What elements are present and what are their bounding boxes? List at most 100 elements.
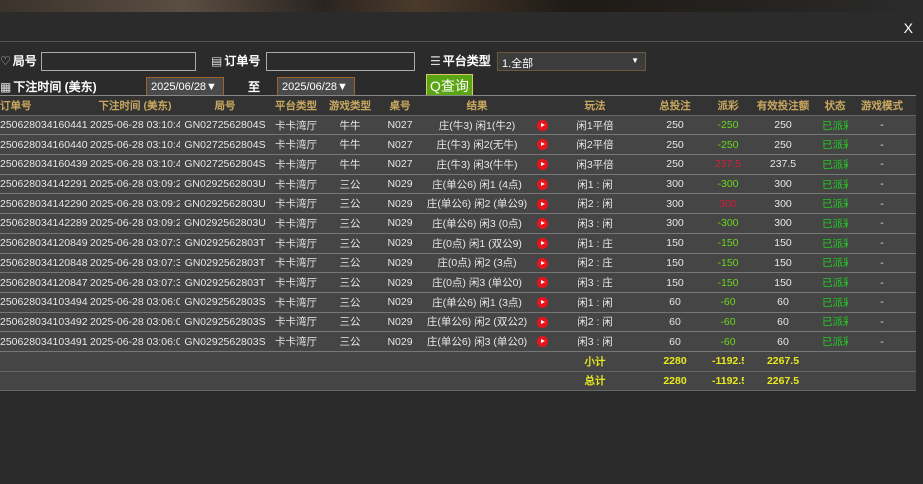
order-input[interactable]: [266, 52, 415, 71]
video-cell: [532, 296, 552, 308]
cell-bet-type: 闲1 : 闲: [577, 296, 613, 309]
cell-status: 已派彩: [822, 178, 848, 191]
cell-round-no: GN0272562804S: [184, 119, 266, 132]
cell-payout: -300: [717, 217, 739, 230]
cell-order-no: 250628034103491: [0, 335, 88, 348]
cell-result: 庄(0点) 闲1 (双公9): [432, 237, 522, 250]
platform-select[interactable]: 1.全部 ▼: [497, 52, 646, 71]
cell-game-type: 三公: [339, 296, 361, 309]
cell-round-no: GN0292562803S: [184, 335, 266, 348]
cell-result: 庄(单公6) 闲3 (单公0): [426, 336, 528, 349]
video-cell: [532, 198, 552, 210]
play-video-icon[interactable]: [536, 316, 548, 328]
cell-bet-type: 闲1平倍: [576, 119, 614, 132]
cell-table-no: N027: [387, 119, 413, 132]
cell-bet-time: 2025-06-28 03:07:32: [90, 237, 180, 250]
cell-table-no: N029: [387, 237, 413, 250]
play-video-icon[interactable]: [536, 139, 548, 151]
dialog-titlebar: X: [0, 12, 923, 42]
cell-platform-type: 卡卡湾厅: [275, 158, 317, 171]
cell-status: 已派彩: [822, 119, 848, 132]
video-cell: [532, 237, 552, 249]
cell-game-mode: -: [880, 276, 884, 289]
cell-total-bet: 60: [669, 296, 681, 309]
total-payout: -1192.5: [712, 374, 744, 387]
header-valid-bet: 有效投注额: [756, 99, 810, 112]
cell-game-type: 三公: [339, 277, 361, 290]
cell-total-bet: 60: [669, 335, 681, 348]
round-label-text: 局号: [12, 54, 37, 68]
cell-game-type: 三公: [339, 217, 361, 230]
subtotal-total-bet: 2280: [663, 355, 687, 368]
header-table-no: 桌号: [389, 99, 411, 112]
cell-payout: -150: [717, 237, 739, 250]
cell-status: 已派彩: [822, 336, 848, 349]
cell-game-type: 三公: [339, 237, 361, 250]
cell-result: 庄(0点) 闲2 (3点): [437, 257, 517, 270]
cell-game-mode: -: [880, 217, 884, 230]
cell-table-no: N029: [387, 197, 413, 210]
cell-payout: -300: [717, 178, 739, 191]
cell-total-bet: 250: [666, 158, 684, 171]
subtotal-label: 小计: [584, 355, 606, 368]
video-cell: [532, 178, 552, 190]
video-cell: [532, 217, 552, 230]
cell-table-no: N027: [387, 138, 413, 151]
header-payout: 派彩: [717, 99, 739, 112]
video-cell: [532, 158, 552, 171]
table-row: 250628034142291 2025-06-28 03:09:25 GN0292…: [0, 174, 916, 195]
cell-game-mode: -: [880, 256, 884, 269]
cell-order-no: 250628034120849: [0, 237, 88, 250]
cell-total-bet: 300: [666, 178, 684, 191]
cell-bet-type: 闲3平倍: [576, 158, 614, 171]
play-video-icon[interactable]: [536, 277, 548, 289]
cell-platform-type: 卡卡湾厅: [275, 257, 317, 270]
play-video-icon[interactable]: [536, 257, 548, 269]
date-from-select[interactable]: 2025/06/28▼: [146, 77, 224, 97]
cell-bet-time: 2025-06-28 03:10:48: [90, 119, 180, 132]
cell-order-no: 250628034160439: [0, 158, 88, 171]
play-video-icon[interactable]: [536, 237, 548, 249]
cell-platform-type: 卡卡湾厅: [275, 237, 317, 250]
cell-bet-type: 闲2 : 闲: [577, 316, 613, 329]
cell-valid-bet: 300: [774, 217, 792, 230]
cell-result: 庄(单公6) 闲1 (3点): [432, 296, 522, 309]
play-video-icon[interactable]: [536, 178, 548, 190]
date-to-select[interactable]: 2025/06/28▼: [277, 77, 355, 97]
play-video-icon[interactable]: [536, 198, 548, 210]
cell-valid-bet: 60: [777, 315, 789, 328]
play-video-icon[interactable]: [536, 159, 548, 171]
cell-bet-time: 2025-06-28 03:07:32: [90, 256, 180, 269]
list-icon: ☰: [430, 53, 441, 68]
cell-total-bet: 150: [666, 237, 684, 250]
table-row: 250628034160440 2025-06-28 03:10:48 GN0272…: [0, 135, 916, 156]
cell-round-no: GN0272562804S: [184, 138, 266, 151]
play-video-icon[interactable]: [536, 218, 548, 230]
play-video-icon[interactable]: [536, 119, 548, 131]
header-total-bet: 总投注: [659, 99, 691, 112]
cell-game-mode: -: [880, 237, 884, 250]
to-label: 至: [248, 80, 261, 94]
cell-game-mode: -: [880, 119, 884, 132]
cell-game-mode: -: [880, 138, 884, 151]
play-video-icon[interactable]: [536, 336, 548, 348]
cell-order-no: 250628034160440: [0, 138, 88, 151]
cell-total-bet: 150: [666, 256, 684, 269]
cell-table-no: N027: [387, 158, 413, 171]
cell-valid-bet: 250: [774, 119, 792, 132]
cell-bet-time: 2025-06-28 03:09:25: [90, 217, 180, 230]
cell-bet-time: 2025-06-28 03:10:48: [90, 138, 180, 151]
table-row: 250628034120849 2025-06-28 03:07:32 GN0292…: [0, 233, 916, 254]
cell-game-type: 三公: [339, 178, 361, 191]
play-video-icon[interactable]: [536, 296, 548, 308]
cell-payout: -250: [717, 138, 739, 151]
cell-valid-bet: 300: [774, 197, 792, 210]
close-button[interactable]: X: [903, 20, 913, 36]
cell-result: 庄(单公6) 闲3 (0点): [432, 217, 522, 230]
cell-valid-bet: 250: [774, 138, 792, 151]
round-input[interactable]: [41, 52, 196, 71]
query-button[interactable]: Q查询: [426, 74, 473, 96]
filter-bar: ♡ 局号 ▤ 订单号 ☰ 平台类型 1.全部 ▼ ▦ 下注时间 (美东) 2025/06/…: [0, 42, 923, 105]
cell-game-mode: -: [880, 178, 884, 191]
table-header: 订单号 下注时间 (美东) 局号 平台类型 游戏类型 桌号 结果 玩法 总投注 派彩 有效投注额 状态…: [0, 96, 916, 116]
